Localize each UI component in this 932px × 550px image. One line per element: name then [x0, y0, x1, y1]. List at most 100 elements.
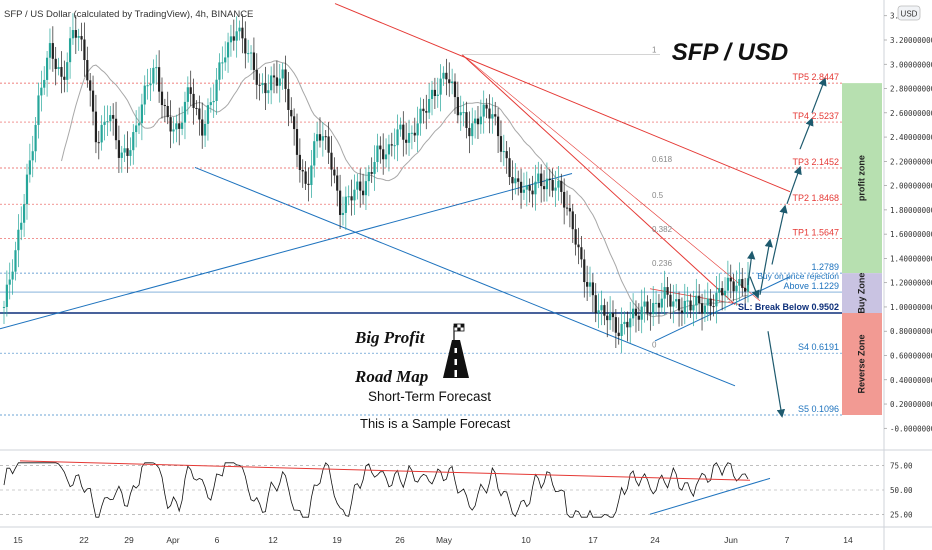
candle-body-253 — [729, 277, 732, 282]
candle-body-89 — [258, 84, 261, 86]
candle-body-202 — [583, 259, 586, 283]
candle-body-136 — [393, 145, 396, 147]
candle-body-32 — [94, 111, 98, 143]
time-tick-5: 12 — [268, 535, 278, 545]
candle-body-42 — [123, 148, 126, 153]
price-tick-label-13: 0.80000000 — [890, 327, 932, 336]
candle-body-90 — [261, 83, 264, 86]
candle-body-108 — [313, 141, 316, 166]
fib-label-5: 0 — [652, 340, 657, 349]
candle-body-251 — [723, 290, 727, 296]
candle-body-4 — [14, 250, 17, 272]
price-tick-label-4: 2.60000000 — [890, 109, 932, 118]
candle-body-171 — [494, 114, 497, 117]
price-axis: 3.4 3.20000000 3.00000000 2.80000000 2.60000… — [884, 12, 932, 433]
candle-body-142 — [410, 132, 414, 134]
candle-body-163 — [471, 123, 474, 137]
candle-body-234 — [675, 299, 678, 302]
candle-body-66 — [192, 93, 195, 108]
candle-body-257 — [741, 279, 744, 288]
candle-body-65 — [189, 87, 192, 94]
candle-body-166 — [479, 116, 482, 125]
candle-body-193 — [557, 180, 560, 188]
candle-body-223 — [643, 301, 646, 307]
candle-body-256 — [738, 279, 741, 286]
fib-label-3: 0.382 — [652, 225, 673, 234]
level-label-tp2: TP2 1.8468 — [792, 193, 839, 203]
candle-body-205 — [591, 282, 594, 296]
time-tick-4: 6 — [215, 535, 220, 545]
candle-body-148 — [428, 98, 431, 113]
candle-body-204 — [588, 282, 592, 287]
candle-body-74 — [215, 79, 218, 102]
arrow-tp5 — [811, 77, 827, 114]
candle-body-144 — [416, 123, 419, 136]
candle-body-217 — [626, 321, 629, 328]
candle-body-227 — [654, 302, 658, 304]
candle-body-212 — [611, 313, 615, 318]
candle-body-122 — [353, 189, 356, 201]
level-lines — [0, 82, 842, 416]
rsi-support-line — [649, 477, 771, 515]
blue-support-long — [0, 172, 573, 330]
candle-body-19 — [57, 67, 60, 70]
candle-body-172 — [496, 116, 500, 137]
candle-body-81 — [235, 31, 238, 41]
resistance-trendline-steep — [461, 54, 736, 305]
candle-body-123 — [356, 181, 359, 190]
candle-body-199 — [574, 229, 577, 245]
candle-body-112 — [324, 136, 327, 138]
blue-rising-support — [654, 276, 791, 342]
level-label-tp1: TP1 1.5647 — [792, 227, 839, 237]
price-tick-label-5: 2.40000000 — [890, 133, 932, 142]
candle-body-44 — [129, 150, 132, 156]
price-tick-label-10: 1.40000000 — [890, 254, 932, 263]
candle-body-59 — [172, 129, 175, 132]
reverse-zone-label: Reverse Zone — [856, 334, 866, 393]
candle-body-141 — [407, 133, 411, 143]
candle-body-70 — [203, 123, 207, 136]
candle-body-87 — [252, 52, 256, 70]
price-tick-label-0: 3.4 — [890, 12, 904, 21]
candle-body-192 — [554, 187, 557, 191]
candle-body-94 — [272, 75, 276, 78]
level-label-sl: SL: Break Below 0.9502 — [738, 302, 839, 312]
candle-body-25 — [74, 30, 77, 38]
candle-body-58 — [169, 117, 172, 132]
candle-body-244 — [703, 305, 707, 314]
currency-badge[interactable]: USD — [897, 5, 921, 21]
candle-body-49 — [143, 85, 146, 105]
candle-body-137 — [396, 129, 399, 146]
candle-body-130 — [376, 145, 379, 163]
candle-body-82 — [238, 27, 241, 32]
candle-body-196 — [565, 207, 569, 209]
candle-body-143 — [413, 132, 416, 136]
currency-badge-label: USD — [901, 10, 918, 19]
rsi-panel: 75.00 50.00 25.00 — [0, 460, 913, 519]
level-label-s5: S5 0.1096 — [798, 404, 839, 414]
candle-body-48 — [140, 104, 143, 124]
road-map-line3: Short-Term Forecast — [368, 389, 491, 404]
candle-body-107 — [310, 165, 313, 186]
candle-body-120 — [347, 196, 350, 198]
price-tick-label-15: 0.40000000 — [890, 376, 932, 385]
candle-body-139 — [402, 124, 405, 140]
time-tick-7: 26 — [395, 535, 405, 545]
candle-body-39 — [114, 118, 118, 141]
candle-body-134 — [387, 144, 391, 155]
moving-average-line — [61, 60, 749, 318]
candle-body-206 — [594, 295, 597, 314]
road-icon — [443, 323, 469, 378]
candle-body-103 — [298, 154, 301, 170]
candle-body-51 — [149, 83, 152, 86]
candle-body-1 — [5, 284, 8, 307]
candle-body-15 — [45, 57, 49, 80]
candle-body-235 — [677, 299, 681, 311]
candle-body-95 — [275, 77, 278, 86]
candle-body-113 — [327, 136, 330, 153]
candle-body-218 — [629, 318, 632, 328]
candle-body-30 — [89, 80, 92, 91]
candle-body-150 — [433, 89, 436, 97]
candle-body-245 — [706, 298, 709, 306]
time-tick-12: Jun — [724, 535, 738, 545]
